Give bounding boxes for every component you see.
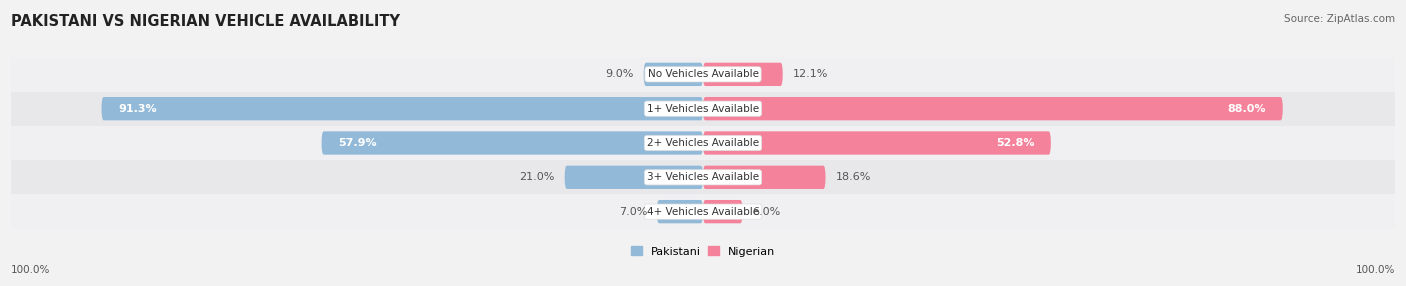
Text: 2+ Vehicles Available: 2+ Vehicles Available [647,138,759,148]
Bar [11,194,1395,229]
Text: 4+ Vehicles Available: 4+ Vehicles Available [647,207,759,217]
FancyBboxPatch shape [565,166,703,189]
FancyBboxPatch shape [703,131,1050,155]
Text: PAKISTANI VS NIGERIAN VEHICLE AVAILABILITY: PAKISTANI VS NIGERIAN VEHICLE AVAILABILI… [11,14,401,29]
Text: 100.0%: 100.0% [11,265,51,275]
Bar [11,160,1395,194]
Text: 6.0%: 6.0% [752,207,780,217]
FancyBboxPatch shape [101,97,703,120]
Bar [11,126,1395,160]
Text: Source: ZipAtlas.com: Source: ZipAtlas.com [1284,14,1395,24]
Legend: Pakistani, Nigerian: Pakistani, Nigerian [627,242,779,261]
Text: 1+ Vehicles Available: 1+ Vehicles Available [647,104,759,114]
Text: 52.8%: 52.8% [995,138,1035,148]
FancyBboxPatch shape [703,200,742,223]
Text: 9.0%: 9.0% [606,69,634,79]
Text: 3+ Vehicles Available: 3+ Vehicles Available [647,172,759,182]
Bar [11,57,1395,92]
Text: 12.1%: 12.1% [793,69,828,79]
Text: No Vehicles Available: No Vehicles Available [648,69,758,79]
Text: 100.0%: 100.0% [1355,265,1395,275]
FancyBboxPatch shape [322,131,703,155]
Bar [11,92,1395,126]
Text: 7.0%: 7.0% [619,207,647,217]
FancyBboxPatch shape [703,97,1282,120]
FancyBboxPatch shape [703,63,783,86]
Text: 18.6%: 18.6% [835,172,870,182]
FancyBboxPatch shape [657,200,703,223]
FancyBboxPatch shape [703,166,825,189]
Text: 57.9%: 57.9% [337,138,377,148]
Text: 21.0%: 21.0% [519,172,555,182]
Text: 91.3%: 91.3% [118,104,156,114]
Text: 88.0%: 88.0% [1227,104,1267,114]
FancyBboxPatch shape [644,63,703,86]
